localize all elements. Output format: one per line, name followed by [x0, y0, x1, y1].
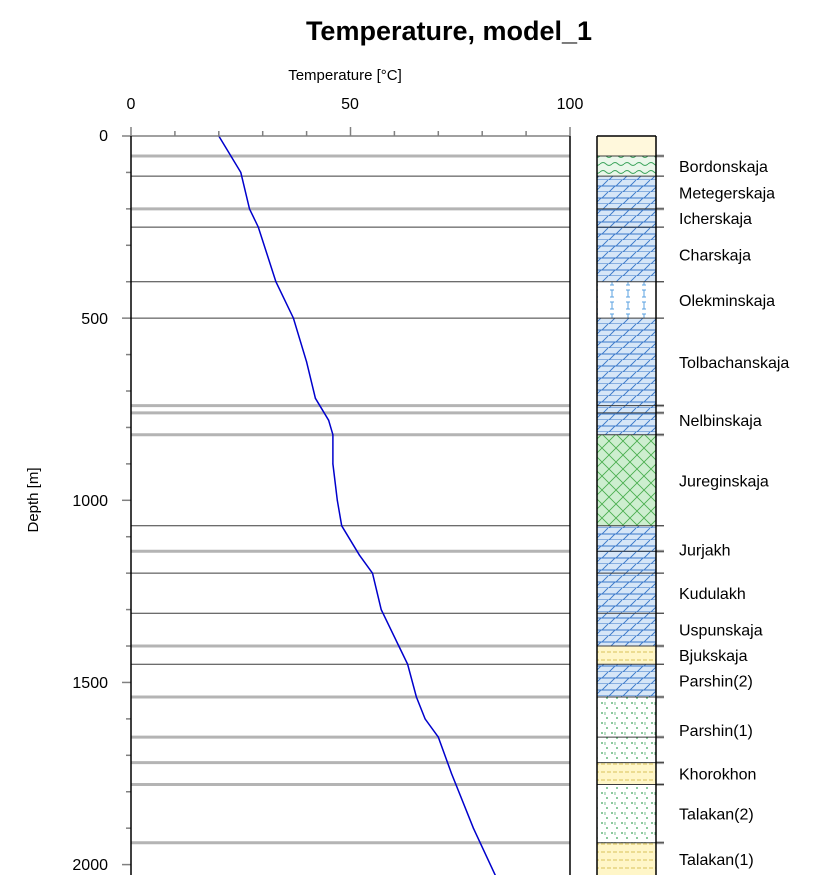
x-axis-title: Temperature [°C] [288, 67, 402, 84]
temperature-point [472, 827, 475, 829]
formation-label: Bjukskaja [679, 648, 748, 665]
temperature-point [332, 434, 334, 436]
formation-fill [597, 646, 656, 665]
formation-fill [597, 176, 656, 209]
y-tick-labels: 0 500 1000 1500 2000 [72, 128, 108, 874]
formation-label: Nelbinskaja [679, 413, 762, 430]
formation-label: Metegerskaja [679, 185, 775, 202]
temperature-line [218, 135, 496, 875]
formation-fill [597, 697, 656, 763]
formation-label: Parshin(1) [679, 723, 753, 740]
formation-label: Tolbachanskaja [679, 355, 789, 372]
formation-fill [597, 842, 656, 875]
formation-fill [597, 573, 656, 614]
y-tick-label-2000: 2000 [72, 857, 108, 874]
formation-fill [597, 208, 656, 228]
formation-label: Talakan(1) [679, 852, 754, 869]
formation-label: Uspunskaja [679, 623, 763, 640]
formation-fill [597, 613, 656, 647]
formation-label: Olekminskaja [679, 293, 775, 310]
temperature-point [332, 463, 334, 465]
temperature-point [358, 554, 360, 556]
x-tick-label-100: 100 [557, 96, 584, 113]
formation-label: Bordonskaja [679, 159, 768, 176]
temperature-point [292, 317, 295, 319]
temperature-point [371, 572, 374, 574]
formation-labels: Bordonskaja Metegerskaja Icherskaja Charska… [679, 159, 789, 869]
x-tick-label-0: 0 [127, 96, 136, 113]
temperature-series [218, 135, 496, 875]
temperature-point [380, 608, 382, 611]
temperature-point [336, 499, 338, 501]
formation-fill [597, 784, 656, 843]
y-tick-label-500: 500 [81, 311, 108, 328]
y-tick-label-1500: 1500 [72, 675, 108, 692]
temperature-point [437, 736, 439, 738]
x-tick-label-50: 50 [341, 96, 359, 113]
formation-fill [597, 525, 656, 574]
y-axis-title: Depth [m] [25, 467, 42, 532]
lithology-column [596, 135, 664, 875]
formation-label: Icherskaja [679, 211, 752, 228]
temperature-point [341, 525, 343, 527]
formation-fill [597, 762, 656, 785]
formation-label: Khorokhon [679, 767, 756, 784]
temperature-point [275, 281, 277, 283]
chart-title: Temperature, model_1 [306, 16, 592, 46]
formation-label: Jureginskaja [679, 473, 769, 490]
temperature-point [406, 663, 409, 665]
temperature-point [248, 208, 251, 210]
formation-label: Kudulakh [679, 586, 746, 603]
temperature-point [450, 772, 453, 775]
y-tick-label-0: 0 [99, 128, 108, 145]
temperature-point [398, 645, 400, 647]
column-top-fill [597, 136, 656, 157]
temperature-point [424, 718, 426, 720]
axes [130, 135, 571, 875]
temperature-point [240, 171, 242, 174]
temperature-point [415, 696, 417, 698]
boundary-grid [131, 154, 664, 845]
temperature-point [257, 226, 259, 228]
formation-fill [597, 434, 656, 526]
formation-fill [597, 318, 656, 406]
formation-fill [597, 227, 656, 282]
formation-fill [597, 156, 656, 177]
formation-label: Talakan(2) [679, 807, 754, 824]
temperature-point [327, 419, 330, 421]
formation-label: Charskaja [679, 247, 751, 264]
formation-fill [597, 281, 656, 319]
formation-label: Jurjakh [679, 542, 731, 559]
temperature-point [306, 361, 308, 363]
formation-fill [597, 664, 656, 698]
y-tick-label-1000: 1000 [72, 493, 108, 510]
formation-label: Parshin(2) [679, 674, 753, 691]
temperature-point [314, 397, 316, 399]
formation-fill [597, 405, 656, 435]
axis-ticks [122, 127, 571, 866]
x-tick-labels: 0 50 100 [127, 96, 584, 113]
